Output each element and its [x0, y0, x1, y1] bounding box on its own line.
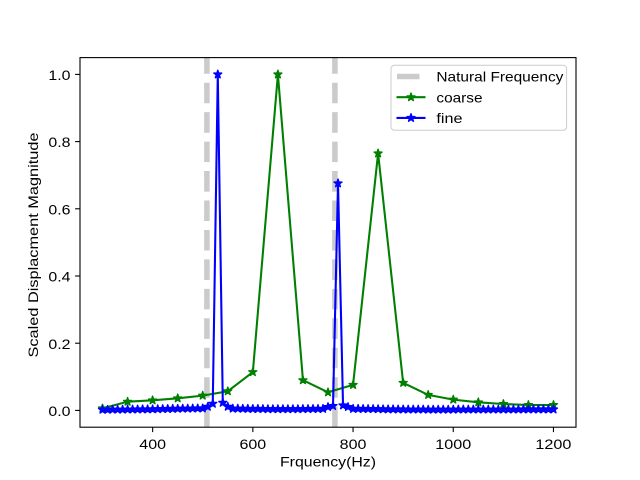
- svg-text:0.2: 0.2: [48, 336, 70, 352]
- svg-text:fine: fine: [436, 110, 462, 126]
- svg-text:0.4: 0.4: [48, 269, 70, 285]
- svg-text:1200: 1200: [535, 436, 571, 452]
- svg-text:Scaled Displacment Magnitude: Scaled Displacment Magnitude: [25, 132, 41, 357]
- svg-text:0.0: 0.0: [48, 403, 70, 419]
- svg-text:400: 400: [139, 436, 166, 452]
- svg-text:coarse: coarse: [436, 89, 482, 105]
- svg-text:0.6: 0.6: [48, 201, 70, 217]
- svg-text:1000: 1000: [435, 436, 471, 452]
- svg-text:0.8: 0.8: [48, 134, 70, 150]
- svg-text:Frquency(Hz): Frquency(Hz): [280, 454, 376, 470]
- svg-text:Natural Frequency: Natural Frequency: [436, 69, 563, 85]
- svg-text:1.0: 1.0: [48, 67, 70, 83]
- svg-text:800: 800: [340, 436, 367, 452]
- svg-text:600: 600: [240, 436, 267, 452]
